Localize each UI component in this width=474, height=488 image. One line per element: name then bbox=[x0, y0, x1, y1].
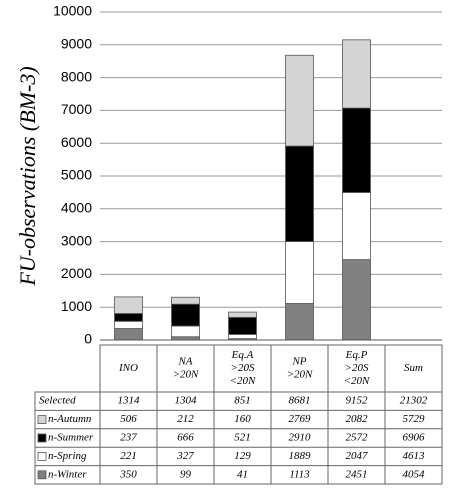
table-value: 1304 bbox=[175, 395, 198, 407]
category-label: Eq.P bbox=[345, 349, 368, 361]
table-value: 8681 bbox=[289, 395, 311, 407]
table-value: 666 bbox=[177, 432, 194, 444]
table-value: 4054 bbox=[403, 468, 426, 480]
category-label: >20S bbox=[345, 362, 369, 374]
table-value: 99 bbox=[180, 468, 192, 480]
bar-segment bbox=[114, 313, 143, 322]
bar-segment bbox=[114, 296, 143, 314]
y-tick-label: 5000 bbox=[61, 167, 92, 183]
bar-segment bbox=[228, 311, 257, 318]
bar-segment bbox=[171, 303, 200, 327]
legend-swatch bbox=[37, 451, 47, 461]
bar-segment bbox=[228, 316, 257, 335]
category-label: >20N bbox=[287, 369, 313, 381]
category-label: >20S bbox=[231, 362, 255, 374]
bar-segment bbox=[285, 145, 314, 242]
category-label: <20N bbox=[344, 375, 370, 387]
bar-segment bbox=[342, 107, 371, 193]
row-label: n-Autumn bbox=[48, 413, 92, 425]
y-tick-label: 6000 bbox=[61, 134, 92, 150]
row-label: n-Summer bbox=[48, 432, 94, 444]
table-value: 2082 bbox=[346, 413, 369, 425]
bar-segment bbox=[171, 296, 200, 305]
y-tick-label: 10000 bbox=[53, 3, 92, 19]
table-value: 237 bbox=[120, 432, 137, 444]
table-value: 506 bbox=[120, 413, 137, 425]
table-value: 851 bbox=[234, 395, 251, 407]
table-value: 2047 bbox=[346, 450, 369, 462]
category-label: Sum bbox=[404, 362, 423, 374]
y-tick-label: 0 bbox=[84, 331, 92, 347]
table-value: 41 bbox=[237, 468, 248, 480]
table-value: 1113 bbox=[289, 468, 310, 480]
bar-segment bbox=[114, 320, 143, 329]
category-label: <20N bbox=[230, 375, 256, 387]
category-label: NA bbox=[177, 356, 192, 368]
legend-swatch bbox=[37, 415, 47, 425]
table-value: 1889 bbox=[289, 450, 312, 462]
y-axis-label: FU-observations (BM-3) bbox=[15, 66, 40, 286]
table-value: 2451 bbox=[346, 468, 368, 480]
y-tick-label: 4000 bbox=[61, 200, 92, 216]
table-value: 6906 bbox=[403, 432, 426, 444]
table-value: 521 bbox=[234, 432, 251, 444]
category-label: INO bbox=[118, 362, 138, 374]
table-value: 21302 bbox=[400, 395, 428, 407]
table-value: 2769 bbox=[289, 413, 312, 425]
table-value: 212 bbox=[177, 413, 194, 425]
category-label: >20N bbox=[173, 369, 199, 381]
y-tick-label: 7000 bbox=[61, 101, 92, 117]
table-value: 221 bbox=[120, 450, 137, 462]
row-label: n-Spring bbox=[48, 450, 87, 462]
y-tick-label: 3000 bbox=[61, 232, 92, 248]
bar-segment bbox=[228, 334, 257, 340]
table-value: 327 bbox=[176, 450, 194, 462]
y-tick-label: 8000 bbox=[61, 68, 92, 84]
legend-swatch bbox=[37, 433, 47, 443]
row-label: Selected bbox=[39, 395, 76, 407]
table-value: 9152 bbox=[346, 395, 369, 407]
y-tick-label: 1000 bbox=[61, 298, 92, 314]
table-value: 160 bbox=[234, 413, 251, 425]
table-value: 4613 bbox=[403, 450, 426, 462]
bar-segment bbox=[342, 259, 371, 341]
table-value: 2910 bbox=[289, 432, 312, 444]
legend-swatch bbox=[37, 470, 47, 480]
row-label: n-Winter bbox=[48, 468, 87, 480]
bar-segment bbox=[342, 192, 371, 261]
category-label: NP bbox=[291, 356, 306, 368]
y-tick-label: 2000 bbox=[61, 265, 92, 281]
table-value: 350 bbox=[119, 468, 137, 480]
table-value: 5729 bbox=[403, 413, 426, 425]
table-value: 2572 bbox=[346, 432, 369, 444]
table-value: 1314 bbox=[118, 395, 141, 407]
bar-segment bbox=[342, 39, 371, 109]
bar-segment bbox=[171, 325, 200, 338]
bar-segment bbox=[285, 303, 314, 341]
bar-segment bbox=[285, 241, 314, 304]
bar-segment bbox=[114, 328, 143, 341]
table-value: 129 bbox=[234, 450, 251, 462]
bar-segment bbox=[285, 54, 314, 147]
y-tick-label: 9000 bbox=[61, 36, 92, 52]
category-label: Eq.A bbox=[231, 349, 254, 361]
